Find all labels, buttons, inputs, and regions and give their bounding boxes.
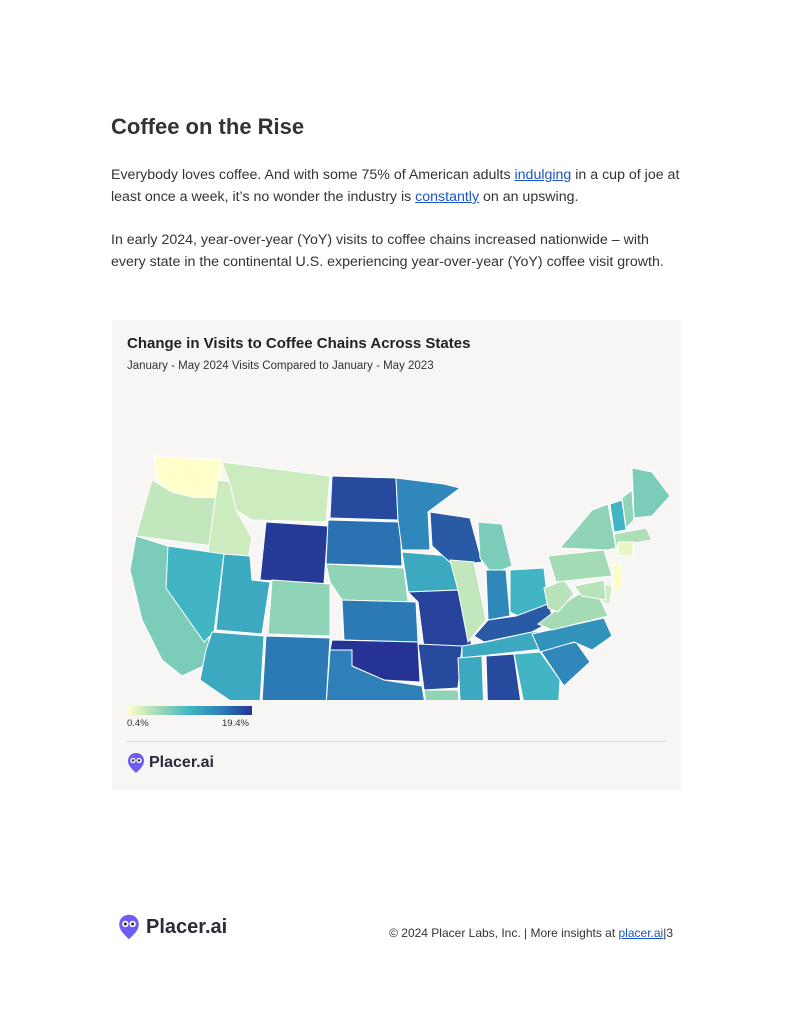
state-KS	[341, 599, 419, 643]
state-AL	[485, 653, 522, 700]
state-SD	[325, 519, 403, 567]
state-MI	[477, 521, 513, 575]
us-states-map	[129, 455, 671, 700]
copyright-text: © 2024 Placer Labs, Inc. | More insights…	[389, 926, 619, 940]
state-MN	[395, 477, 462, 551]
intro-paragraph: Everybody loves coffee. And with some 75…	[111, 164, 681, 208]
intro-text-3: on an upswing.	[479, 189, 579, 205]
state-WY	[259, 521, 329, 585]
state-AR	[417, 643, 463, 691]
growth-paragraph: In early 2024, year-over-year (YoY) visi…	[111, 232, 664, 270]
state-CO	[267, 579, 331, 637]
state-IN	[485, 569, 511, 621]
placer-owl-icon	[128, 753, 144, 773]
coffee-visits-map-card: Change in Visits to Coffee Chains Across…	[112, 320, 681, 790]
chart-brand-label: Placer.ai	[149, 754, 214, 771]
state-NM	[261, 635, 331, 700]
footer-text: © 2024 Placer Labs, Inc. | More insights…	[389, 926, 673, 940]
state-NV	[165, 545, 225, 643]
state-NJ	[611, 563, 623, 593]
state-VT	[609, 499, 627, 533]
footer-brand-label: Placer.ai	[146, 915, 228, 938]
state-ND	[329, 475, 399, 521]
indulging-link[interactable]: indulging	[514, 167, 572, 183]
placer-link[interactable]: placer.ai	[618, 926, 664, 940]
state-ME	[631, 467, 671, 519]
state-MD	[573, 579, 607, 601]
state-NE	[325, 563, 409, 603]
state-LA	[423, 689, 460, 700]
constantly-link[interactable]: constantly	[415, 189, 480, 205]
state-TX	[325, 649, 425, 700]
card-divider	[127, 741, 666, 742]
state-MS	[457, 655, 484, 700]
legend-max-label: 19.4%	[222, 718, 249, 729]
legend-min-label: 0.4%	[127, 718, 149, 729]
state-GA	[513, 651, 561, 700]
chart-brand: Placer.ai	[127, 752, 214, 774]
chart-title: Change in Visits to Coffee Chains Across…	[127, 335, 471, 352]
state-CT	[617, 541, 635, 557]
chart-subtitle: January - May 2024 Visits Compared to Ja…	[127, 360, 434, 372]
footer-logo: Placer.ai	[118, 913, 227, 941]
legend-color-scale	[127, 706, 252, 715]
state-IL	[449, 559, 487, 644]
state-NY	[558, 503, 617, 551]
intro-text-1: Everybody loves coffee. And with some 75…	[111, 167, 515, 183]
page-title: Coffee on the Rise	[111, 114, 305, 139]
placer-owl-icon	[119, 914, 139, 940]
state-AZ	[199, 631, 265, 700]
page-number: |3	[663, 926, 673, 940]
state-PA	[547, 549, 613, 583]
state-UT	[215, 553, 271, 635]
state-NC	[531, 617, 613, 653]
state-MT	[221, 461, 331, 523]
intro-text-2: in a cup of joe at least once a week, it…	[111, 167, 680, 205]
